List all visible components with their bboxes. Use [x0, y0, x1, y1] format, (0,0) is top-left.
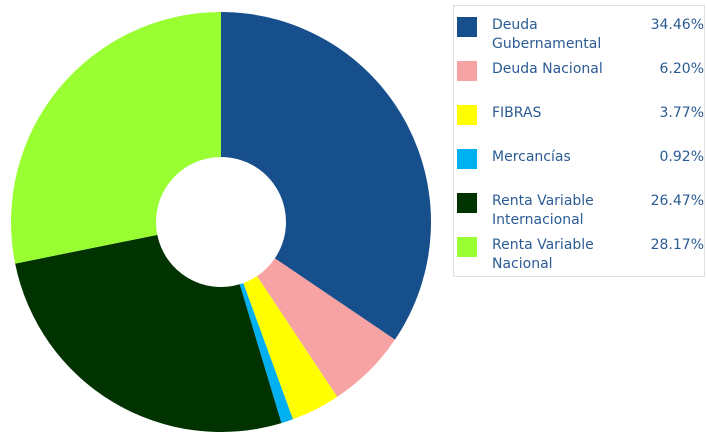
legend-value: 28.17% [650, 237, 704, 253]
slice [221, 12, 431, 340]
legend-item: FIBRAS 3.77% [454, 100, 704, 144]
legend-swatch [457, 193, 477, 213]
donut-chart [10, 12, 431, 432]
legend-swatch [457, 17, 477, 37]
slice [256, 258, 395, 397]
slice [239, 283, 293, 424]
legend-item: Deuda Nacional 6.20% [454, 56, 704, 100]
legend-label: Renta Variable Internacional [492, 193, 594, 228]
legend-swatch [457, 105, 477, 125]
legend-label: Renta Variable Nacional [492, 237, 594, 272]
legend-value: 6.20% [659, 61, 704, 77]
legend-swatch [457, 237, 477, 257]
legend-value: 34.46% [650, 17, 704, 33]
legend-label: Deuda Nacional [492, 61, 603, 77]
legend-swatch [457, 149, 477, 169]
slice [10, 12, 222, 264]
legend-label: Deuda Gubernamental [492, 17, 602, 52]
legend-item: Mercancías 0.92% [454, 144, 704, 188]
legend-value: 3.77% [659, 105, 704, 121]
legend-label: FIBRAS [492, 105, 542, 121]
slice [15, 234, 282, 432]
legend-label: Mercancías [492, 149, 571, 165]
legend-item: Renta Variable Internacional 26.47% [454, 188, 704, 232]
legend-value: 26.47% [650, 193, 704, 209]
legend: Deuda Gubernamental 34.46% Deuda Nacional 6… [453, 5, 705, 277]
legend-value: 0.92% [659, 149, 704, 165]
legend-swatch [457, 61, 477, 81]
legend-item: Renta Variable Nacional 28.17% [454, 232, 704, 276]
legend-item: Deuda Gubernamental 34.46% [454, 12, 704, 56]
slice [243, 276, 338, 420]
